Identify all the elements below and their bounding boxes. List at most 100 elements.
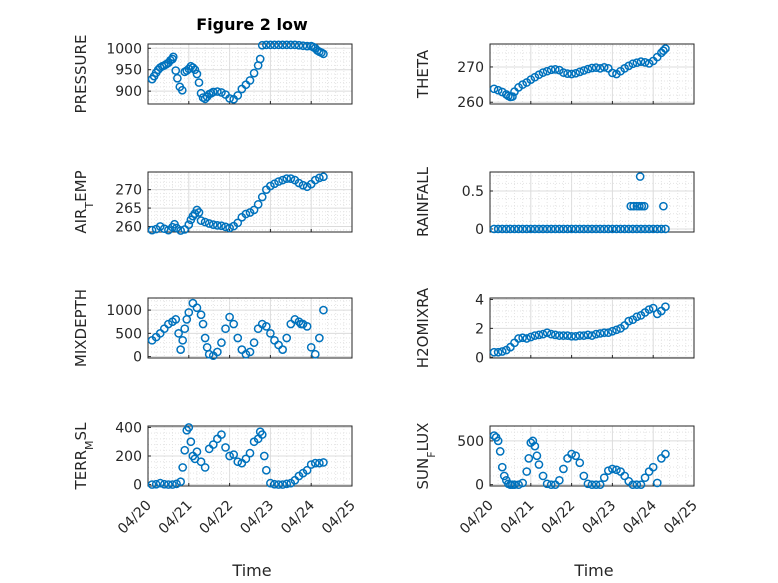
data-point [532,451,542,461]
data-point [661,449,670,459]
data-point [587,63,597,73]
axes-box [147,43,353,105]
data-point [278,175,287,185]
data-point [225,94,234,103]
y-axis-label: H2OMIXRA [414,287,432,368]
data-point [648,303,658,313]
x-tick-label: 04/21 [498,498,538,538]
data-point [229,319,239,329]
data-point [315,333,324,343]
data-point [522,334,532,343]
data-point [530,224,540,234]
data-point [274,480,283,489]
y-tick-label: 2 [475,321,484,337]
data-point [290,40,300,50]
data-point [559,331,568,340]
data-point [213,87,222,96]
panel-mixdepth: 0 500 1000 MIXDEPTH [72,289,353,367]
data-point [208,440,218,449]
data-point [506,224,515,234]
data-point [192,303,202,313]
data-point [534,330,544,340]
data-point [147,225,157,235]
data-point [612,325,621,335]
y-tick-label: 900 [115,84,142,100]
data-point [188,63,198,72]
data-point [510,224,519,234]
data-point [640,58,650,67]
data-point [180,445,190,455]
y-tick-label: 400 [115,420,142,436]
y-tick-label: 0 [475,222,484,238]
x-axis-label-left: Time [231,561,271,580]
data-point [632,58,642,68]
data-point [241,209,251,219]
data-point [583,224,593,234]
y-axis-label: AIRTEMP [72,170,96,233]
data-point [637,201,647,211]
x-tick-label: 04/20 [457,498,497,538]
data-point [634,201,644,211]
data-point [579,224,589,234]
data-point [599,224,609,234]
y-tick-label: 200 [115,449,142,465]
data-point [648,224,658,234]
data-point [559,464,568,474]
y-tick-label: 260 [457,95,484,111]
data-point [648,462,658,472]
panel-h2omixra: 0 2 4 H2OMIXRA [414,287,695,368]
data-point [190,65,200,75]
data-point [546,224,556,234]
data-point [595,480,605,490]
y-axis-label: RAINFALL [414,166,432,237]
data-point [282,40,292,50]
data-point [555,475,564,485]
axes-box [147,171,353,233]
data-point [261,40,271,50]
data-point [253,324,263,334]
data-point [497,462,507,472]
data-point [257,430,267,439]
data-point [567,69,576,79]
data-point [278,480,287,489]
data-point [233,457,243,467]
data-point [524,454,534,463]
y-tick-label: 500 [457,434,484,450]
data-point [176,345,185,354]
data-point [282,174,292,183]
data-point [659,201,668,211]
data-point [319,172,328,182]
data-point [608,326,617,336]
data-point [495,447,505,456]
data-point [514,334,523,343]
data-point [608,224,617,234]
data-point [489,431,499,440]
data-point [155,478,165,488]
data-point [192,69,202,79]
data-point [171,66,181,75]
data-point [640,224,650,234]
data-point [315,173,324,183]
data-point [177,85,187,95]
grid [489,298,695,358]
data-point [306,342,316,352]
data-point [266,478,275,488]
data-point [184,308,194,317]
data-point [302,322,312,331]
panel-pressure: 900 950 1000 PRESSURE [72,35,353,113]
data-point [563,331,572,340]
data-point [626,201,636,211]
data-point [514,224,523,234]
data-point [302,41,312,51]
data-point [514,480,523,490]
data-point [530,441,540,451]
data-point [245,448,255,458]
data-point [319,49,328,59]
data-point [270,40,279,50]
data-point [567,449,576,459]
data-point [225,223,234,233]
data-point [319,305,328,315]
data-point [555,224,564,234]
data-point [310,349,320,359]
data-point [530,331,540,340]
